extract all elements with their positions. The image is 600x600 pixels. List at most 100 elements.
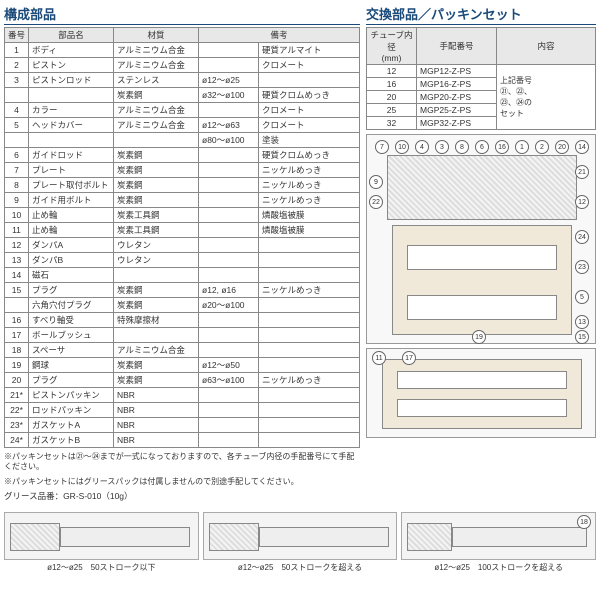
table-cell: クロメート bbox=[259, 118, 360, 133]
table-cell: 硬質クロムめっき bbox=[259, 88, 360, 103]
table-cell: ロッドパッキン bbox=[29, 403, 114, 418]
table-cell: プラグ bbox=[29, 283, 114, 298]
table-row: 20プラグ炭素鋼ø63～ø100ニッケルめっき bbox=[5, 373, 360, 388]
table-cell: ボディ bbox=[29, 43, 114, 58]
table-cell: 9 bbox=[5, 193, 29, 208]
table-cell bbox=[199, 163, 259, 178]
table-row: 6ガイドロッド炭素鋼硬質クロムめっき bbox=[5, 148, 360, 163]
callout-4: 4 bbox=[415, 140, 429, 154]
parts-title: 構成部品 bbox=[4, 4, 360, 25]
table-cell: 炭素鋼 bbox=[114, 178, 199, 193]
table-cell bbox=[114, 268, 199, 283]
table-cell bbox=[29, 133, 114, 148]
table-cell: アルミニウム合金 bbox=[114, 343, 199, 358]
table-cell: アルミニウム合金 bbox=[114, 43, 199, 58]
table-cell bbox=[199, 328, 259, 343]
table-cell bbox=[5, 298, 29, 313]
table-row: 4カラーアルミニウム合金 クロメート bbox=[5, 103, 360, 118]
table-cell: 燐酸塩被膜 bbox=[259, 223, 360, 238]
callout-23: 23 bbox=[575, 260, 589, 274]
table-cell: NBR bbox=[114, 433, 199, 448]
table-cell bbox=[259, 313, 360, 328]
table-cell: 特殊摩擦材 bbox=[114, 313, 199, 328]
table-cell: 11 bbox=[5, 223, 29, 238]
callout-21: 21 bbox=[575, 165, 589, 179]
replace-th-pn: 手配番号 bbox=[417, 28, 497, 65]
table-cell: ピストンロッド bbox=[29, 73, 114, 88]
table-cell: ダンパA bbox=[29, 238, 114, 253]
table-row: 8プレート取付ボルト炭素鋼ニッケルめっき bbox=[5, 178, 360, 193]
callout-18: 18 bbox=[577, 515, 591, 529]
replace-th-cont: 内容 bbox=[497, 28, 596, 65]
table-cell: アルミニウム合金 bbox=[114, 58, 199, 73]
table-cell bbox=[199, 403, 259, 418]
table-cell: 炭素鋼 bbox=[114, 283, 199, 298]
table-cell bbox=[5, 88, 29, 103]
table-cell bbox=[259, 328, 360, 343]
table-cell: NBR bbox=[114, 388, 199, 403]
table-cell: 炭素鋼 bbox=[114, 358, 199, 373]
table-cell: 2 bbox=[5, 58, 29, 73]
table-cell: 8 bbox=[5, 178, 29, 193]
table-cell bbox=[5, 133, 29, 148]
table-cell: NBR bbox=[114, 403, 199, 418]
table-cell: ガイドロッド bbox=[29, 148, 114, 163]
replace-contents-cell: 上記番号 ㉑、㉒、 ㉓、㉔の セット bbox=[497, 65, 596, 130]
table-row: 3ピストンロッドステンレスø12～ø25 bbox=[5, 73, 360, 88]
table-cell bbox=[199, 43, 259, 58]
bottom-diagram-c: 18 bbox=[401, 512, 596, 560]
note-2: ※パッキンセットにはグリースパックは付属しませんので別途手配してください。 bbox=[4, 477, 360, 487]
table-cell bbox=[199, 178, 259, 193]
table-cell: ニッケルめっき bbox=[259, 178, 360, 193]
table-row: 7プレート炭素鋼ニッケルめっき bbox=[5, 163, 360, 178]
callout-15: 15 bbox=[575, 330, 589, 344]
table-cell: 24* bbox=[5, 433, 29, 448]
table-cell bbox=[199, 418, 259, 433]
callout-19: 19 bbox=[472, 330, 486, 344]
table-row: 21*ピストンパッキンNBR bbox=[5, 388, 360, 403]
table-cell: NBR bbox=[114, 418, 199, 433]
table-cell: ø20～ø100 bbox=[199, 298, 259, 313]
table-cell: クロメート bbox=[259, 103, 360, 118]
table-row: 14磁石 bbox=[5, 268, 360, 283]
table-cell: ø32～ø100 bbox=[199, 88, 259, 103]
table-cell: 15 bbox=[5, 283, 29, 298]
table-cell: 炭素鋼 bbox=[114, 298, 199, 313]
replace-table: チューブ内径 (mm) 手配番号 内容 12MGP12-Z-PS上記番号 ㉑、㉒… bbox=[366, 27, 596, 130]
table-cell: 6 bbox=[5, 148, 29, 163]
table-cell: MGP12-Z-PS bbox=[417, 65, 497, 78]
table-row: 12ダンパAウレタン bbox=[5, 238, 360, 253]
table-row: 23*ガスケットANBR bbox=[5, 418, 360, 433]
table-cell: 12 bbox=[5, 238, 29, 253]
table-cell: 止め輪 bbox=[29, 223, 114, 238]
callout-16: 16 bbox=[495, 140, 509, 154]
bottom-diagram-b bbox=[203, 512, 398, 560]
table-cell bbox=[29, 88, 114, 103]
callout-5: 5 bbox=[575, 290, 589, 304]
table-cell bbox=[114, 133, 199, 148]
table-cell: 炭素鋼 bbox=[114, 163, 199, 178]
table-cell bbox=[199, 193, 259, 208]
table-cell bbox=[259, 238, 360, 253]
note-1: ※パッキンセットは㉑～㉔までが一式になっておりますので、各チューブ内径の手配番号… bbox=[4, 452, 360, 473]
table-cell: 硬質クロムめっき bbox=[259, 148, 360, 163]
table-cell: カラー bbox=[29, 103, 114, 118]
bottom-diagram-a bbox=[4, 512, 199, 560]
table-cell: クロメート bbox=[259, 58, 360, 73]
table-row: ø80～ø100塗装 bbox=[5, 133, 360, 148]
table-row: 16すべり軸受特殊摩擦材 bbox=[5, 313, 360, 328]
table-cell: ボールブッシュ bbox=[29, 328, 114, 343]
table-cell: プレート bbox=[29, 163, 114, 178]
table-cell: 20 bbox=[367, 91, 417, 104]
table-cell: ピストンパッキン bbox=[29, 388, 114, 403]
table-cell bbox=[199, 313, 259, 328]
parts-th-name: 部品名 bbox=[29, 28, 114, 43]
table-cell: アルミニウム合金 bbox=[114, 103, 199, 118]
table-row: 19鋼球炭素鋼ø12～ø50 bbox=[5, 358, 360, 373]
table-cell: 25 bbox=[367, 104, 417, 117]
table-cell: 4 bbox=[5, 103, 29, 118]
callout-7: 7 bbox=[375, 140, 389, 154]
table-cell: MGP16-Z-PS bbox=[417, 78, 497, 91]
table-row: 1ボディアルミニウム合金硬質アルマイト bbox=[5, 43, 360, 58]
callout-8: 8 bbox=[455, 140, 469, 154]
